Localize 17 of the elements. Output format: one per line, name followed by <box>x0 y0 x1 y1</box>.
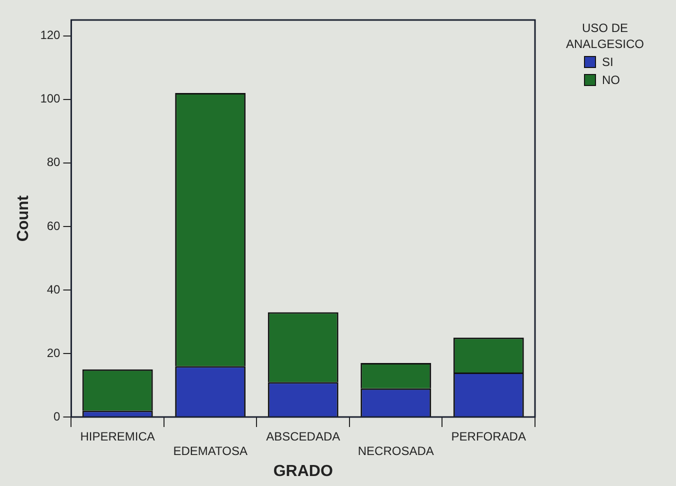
y-tick-label: 100 <box>40 92 61 106</box>
legend-title: USO DE ANALGESICO <box>564 20 646 52</box>
y-axis-title: Count <box>15 194 32 242</box>
x-axis-title: GRADO <box>273 462 333 480</box>
y-tick-label: 120 <box>40 28 61 42</box>
y-tick-label: 20 <box>46 346 61 360</box>
x-tick-label: ABSCEDADA <box>266 430 340 444</box>
legend-label: SI <box>602 54 614 70</box>
y-tick-label: 40 <box>46 282 61 296</box>
x-tick-label: HIPEREMICA <box>80 430 155 444</box>
x-tick-label: NECROSADA <box>358 444 434 458</box>
y-tick-label: 60 <box>46 218 61 233</box>
y-tick-label: 80 <box>46 155 61 170</box>
x-tick-label: PERFORADA <box>451 430 526 444</box>
y-tick-label: 0 <box>54 409 61 424</box>
legend-label: NO <box>602 72 621 88</box>
x-tick-label: EDEMATOSA <box>173 444 248 458</box>
